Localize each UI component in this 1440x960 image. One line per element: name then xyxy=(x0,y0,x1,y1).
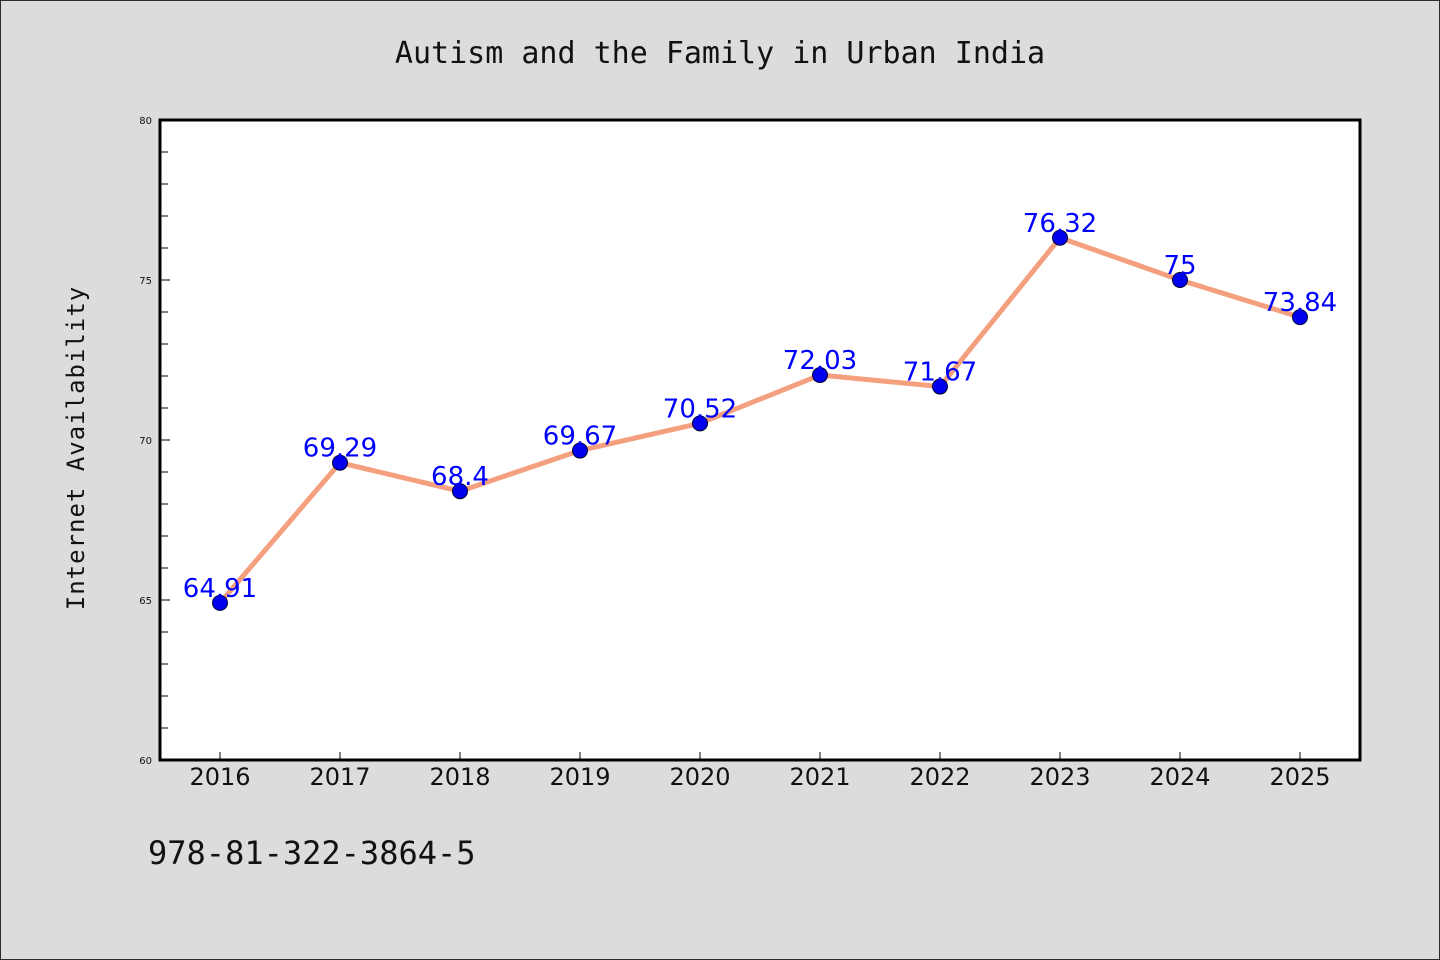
x-tick-label: 2018 xyxy=(429,763,490,791)
data-point xyxy=(1052,229,1068,246)
series-line xyxy=(217,235,1303,606)
data-point xyxy=(1172,272,1188,288)
x-tick-label: 2017 xyxy=(309,763,370,791)
data-label: 69.67 xyxy=(543,422,617,452)
data-label: 71.67 xyxy=(903,358,977,388)
x-tick-label: 2019 xyxy=(549,763,610,791)
y-axis-label: Internet Availability xyxy=(62,286,90,610)
y-tick-label: 70 xyxy=(139,436,152,447)
data-label: 72.03 xyxy=(783,346,857,376)
data-point xyxy=(452,483,468,500)
data-label: 73.84 xyxy=(1263,288,1337,318)
x-tick-label: 2025 xyxy=(1269,763,1330,791)
y-tick-label: 80 xyxy=(139,116,152,127)
series-layer xyxy=(212,229,1308,611)
data-point xyxy=(572,442,588,459)
y-tick-label: 75 xyxy=(139,276,152,287)
y-tick-label: 60 xyxy=(139,756,152,767)
data-point xyxy=(332,454,348,471)
data-point xyxy=(1292,309,1308,326)
data-label: 69.29 xyxy=(303,434,377,464)
x-tick-label: 2022 xyxy=(909,763,970,791)
x-tick-label: 2024 xyxy=(1149,763,1210,791)
data-point xyxy=(692,415,708,432)
plot-area xyxy=(158,118,1362,762)
data-label-layer: 64.91 69.29 68.4 69.67 70.52 72.03 71.67 76.32 7… xyxy=(183,209,1337,604)
x-tick-label: 2023 xyxy=(1029,763,1090,791)
data-point xyxy=(212,594,228,611)
x-tick-label: 2020 xyxy=(669,763,730,791)
data-label: 68.4 xyxy=(431,462,489,492)
chart-title: Autism and the Family in Urban India xyxy=(395,36,1045,71)
data-label: 64.91 xyxy=(183,574,257,604)
data-label: 75 xyxy=(1163,251,1196,281)
y-tick-label: 65 xyxy=(139,596,152,607)
x-tick-label: 2021 xyxy=(789,763,850,791)
data-point xyxy=(812,367,828,384)
isbn-text: 978-81-322-3864-5 xyxy=(148,834,476,872)
data-label: 70.52 xyxy=(663,394,737,424)
data-point xyxy=(932,378,948,395)
data-label: 76.32 xyxy=(1023,209,1097,239)
x-tick-label: 2016 xyxy=(189,763,250,791)
axis-layer: 60 65 70 75 80 2016 2017 2018 2019 2020 2021 2022 20… xyxy=(139,116,1330,791)
